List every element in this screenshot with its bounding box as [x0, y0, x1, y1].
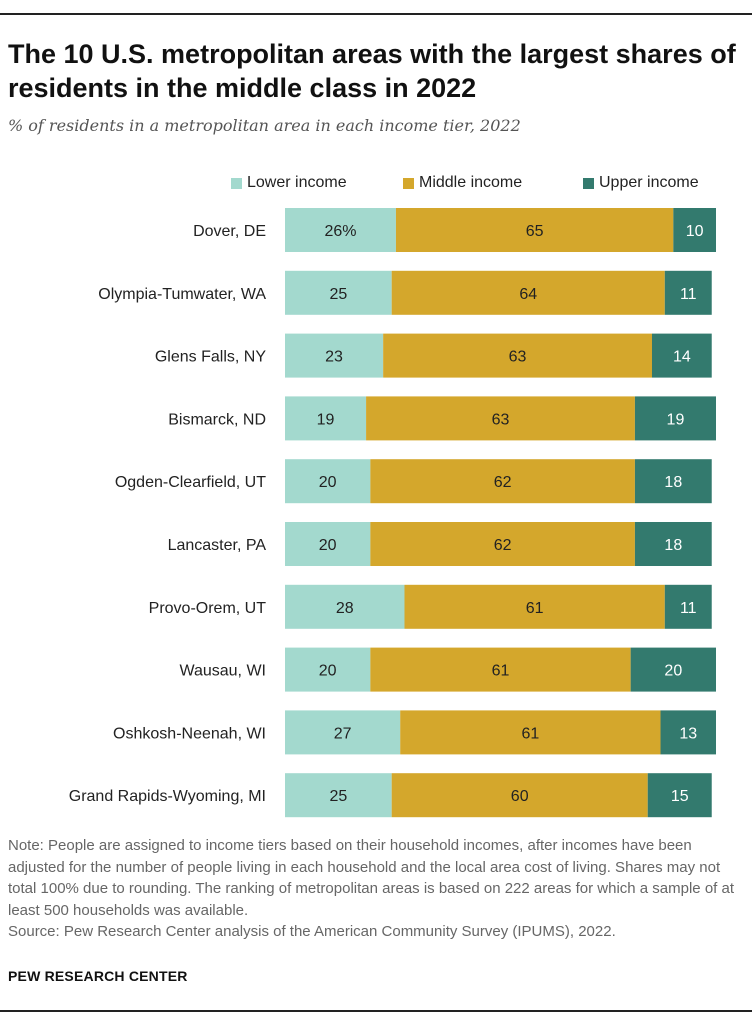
data-label-middle: 62: [494, 537, 512, 554]
data-label-upper: 11: [680, 286, 697, 303]
bar-row: Dover, DE 26% 65 10: [193, 208, 716, 252]
stacked-bar-chart: Dover, DE 26% 65 10 Olympia-Tumwater, WA 25 64…: [69, 208, 716, 818]
bar-row: Lancaster, PA 20 62 18: [168, 522, 712, 566]
note-text: Note: People are assigned to income tier…: [8, 837, 735, 919]
source-text: Source: Pew Research Center analysis of …: [8, 923, 616, 940]
category-label: Olympia-Tumwater, WA: [98, 286, 266, 303]
bar-segment-lower: [285, 333, 384, 378]
top-rule: [0, 13, 752, 15]
data-label-middle: 60: [511, 788, 529, 805]
data-label-lower: 26%: [324, 223, 356, 240]
category-label: Oshkosh-Neenah, WI: [113, 725, 266, 742]
bar-segment-upper: [647, 773, 712, 818]
bar-segment-upper: [634, 522, 712, 566]
bar-segment-middle: [391, 270, 665, 315]
legend-label-upper: Upper income: [599, 174, 699, 191]
bar-segment-middle: [366, 396, 635, 441]
chart-note: Note: People are assigned to income tier…: [8, 835, 748, 943]
data-label-middle: 63: [492, 411, 510, 428]
bar-segment-lower: [285, 208, 396, 252]
data-label-upper: 13: [679, 725, 697, 742]
category-label: Provo-Orem, UT: [149, 600, 267, 617]
legend-swatch-lower: [231, 177, 242, 189]
bar-segment-lower: [285, 459, 371, 504]
bar-segment-upper: [664, 584, 712, 629]
brand-name: PEW RESEARCH CENTER: [8, 968, 188, 984]
bar-segment-upper: [673, 208, 716, 252]
bar-row: Grand Rapids-Wyoming, MI 25 60 15: [69, 773, 712, 818]
bar-row: Oshkosh-Neenah, WI 27 61 13: [113, 710, 716, 755]
bar-segment-upper: [630, 647, 716, 692]
category-label: Wausau, WI: [179, 663, 266, 680]
data-label-upper: 10: [686, 223, 704, 240]
data-label-upper: 14: [673, 349, 691, 366]
bar-segment-upper: [634, 459, 712, 504]
legend-label-middle: Middle income: [419, 174, 523, 191]
legend-item-lower: Lower income: [231, 172, 347, 194]
data-label-upper: 11: [680, 600, 697, 617]
data-label-middle: 65: [526, 223, 544, 240]
bottom-rule: [0, 1010, 752, 1012]
data-label-lower: 28: [336, 600, 354, 617]
legend-item-middle: Middle income: [403, 172, 522, 194]
data-label-upper: 20: [664, 663, 682, 680]
data-label-lower: 20: [319, 537, 337, 554]
data-label-lower: 23: [325, 349, 343, 366]
bar-segment-lower: [285, 584, 405, 629]
legend-label-lower: Lower income: [247, 174, 347, 191]
bar-segment-lower: [285, 522, 371, 566]
bar-row: Glens Falls, NY 23 63 14: [155, 333, 712, 378]
data-label-upper: 19: [667, 411, 685, 428]
data-label-lower: 27: [334, 725, 352, 742]
category-label: Lancaster, PA: [168, 537, 267, 554]
category-label: Ogden-Clearfield, UT: [115, 474, 266, 491]
bar-segment-upper: [634, 396, 716, 441]
bar-segment-middle: [395, 208, 674, 252]
chart-subtitle: % of residents in a metropolitan area in…: [8, 116, 521, 135]
bar-segment-upper: [651, 333, 712, 378]
bar-segment-middle: [391, 773, 648, 818]
chart-title: The 10 U.S. metropolitan areas with the …: [8, 39, 736, 103]
bar-segment-middle: [404, 584, 665, 629]
category-label: Bismarck, ND: [168, 411, 266, 428]
bar-segment-upper: [660, 710, 716, 755]
bar-segment-lower: [285, 710, 401, 755]
data-label-upper: 18: [664, 537, 682, 554]
bar-segment-lower: [285, 773, 392, 818]
data-label-middle: 64: [519, 286, 537, 303]
category-label: Dover, DE: [193, 223, 266, 240]
data-label-lower: 25: [329, 286, 347, 303]
data-label-lower: 20: [319, 474, 337, 491]
bar-segment-lower: [285, 647, 371, 692]
data-label-middle: 62: [494, 474, 512, 491]
legend-swatch-upper: [583, 177, 594, 189]
category-label: Glens Falls, NY: [155, 349, 266, 366]
data-label-middle: 61: [521, 725, 539, 742]
data-label-middle: 63: [509, 349, 527, 366]
data-label-lower: 19: [317, 411, 335, 428]
bar-segment-upper: [664, 270, 712, 315]
bar-segment-middle: [370, 647, 631, 692]
bar-segment-middle: [370, 522, 635, 566]
data-label-upper: 15: [671, 788, 689, 805]
bar-row: Bismarck, ND 19 63 19: [168, 396, 716, 441]
bar-row: Olympia-Tumwater, WA 25 64 11: [98, 270, 712, 315]
data-label-lower: 20: [319, 663, 337, 680]
legend-item-upper: Upper income: [583, 172, 699, 194]
legend-swatch-middle: [403, 177, 414, 189]
category-label: Grand Rapids-Wyoming, MI: [69, 788, 266, 805]
data-label-middle: 61: [526, 600, 544, 617]
bar-segment-middle: [370, 459, 635, 504]
data-label-lower: 25: [329, 788, 347, 805]
bar-segment-lower: [285, 396, 367, 441]
bar-segment-lower: [285, 270, 392, 315]
bar-segment-middle: [383, 333, 652, 378]
data-label-upper: 18: [664, 474, 682, 491]
bar-row: Provo-Orem, UT 28 61 11: [149, 584, 712, 629]
bar-row: Ogden-Clearfield, UT 20 62 18: [115, 459, 712, 504]
bar-row: Wausau, WI 20 61 20: [179, 647, 716, 692]
data-label-middle: 61: [492, 663, 510, 680]
bar-segment-middle: [400, 710, 661, 755]
